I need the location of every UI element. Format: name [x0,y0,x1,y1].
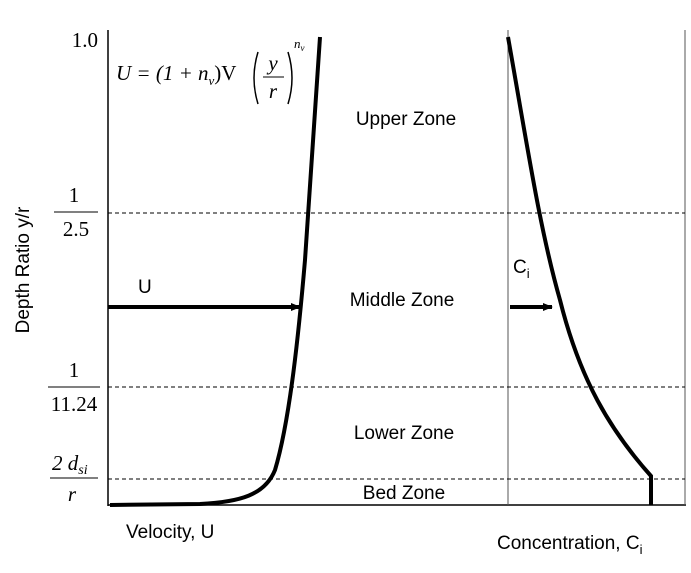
y-label-den: 11.24 [51,392,98,416]
equation-lhs: U = (1 + nv)V [116,61,236,88]
concentration-arrow-label: Ci [513,257,530,281]
concentration-curve [506,36,653,505]
eq-exp: nv [294,36,305,53]
velocity-curve [109,36,322,507]
label-sub: si [78,463,87,478]
zone-label: Middle Zone [350,290,455,311]
eq-part: U = (1 + n [116,61,209,85]
y-label-den: r [68,482,77,506]
y-axis-title: Depth Ratio y/r [13,206,34,333]
y-label-den: 2.5 [63,217,89,241]
label-main: Concentration, C [497,533,640,554]
zone-label: Lower Zone [354,423,454,444]
zone-label: Upper Zone [356,109,456,130]
velocity-arrow-label: U [138,277,152,298]
eq-part: )V [214,61,236,85]
label-main: 2 d [52,451,79,475]
eq-part: n [294,36,301,51]
y-label-num: 1 [69,183,80,207]
eq-frac-num: y [266,51,278,75]
eq-frac-den: r [269,79,278,103]
y-label: 1.0 [72,28,98,52]
label-main: C [513,257,527,278]
eq-sub: v [209,73,215,88]
x-axis-label: Concentration, Ci [497,533,643,557]
paren [287,51,293,105]
x-axis-label: Velocity, U [126,522,214,543]
label-sub: i [527,266,530,281]
y-label-num: 1 [69,358,80,382]
label-sub: i [640,542,643,557]
y-label-num: 2 dsi [52,451,88,478]
paren [253,51,259,105]
eq-sub: v [301,43,305,53]
zone-label: Bed Zone [363,483,445,504]
